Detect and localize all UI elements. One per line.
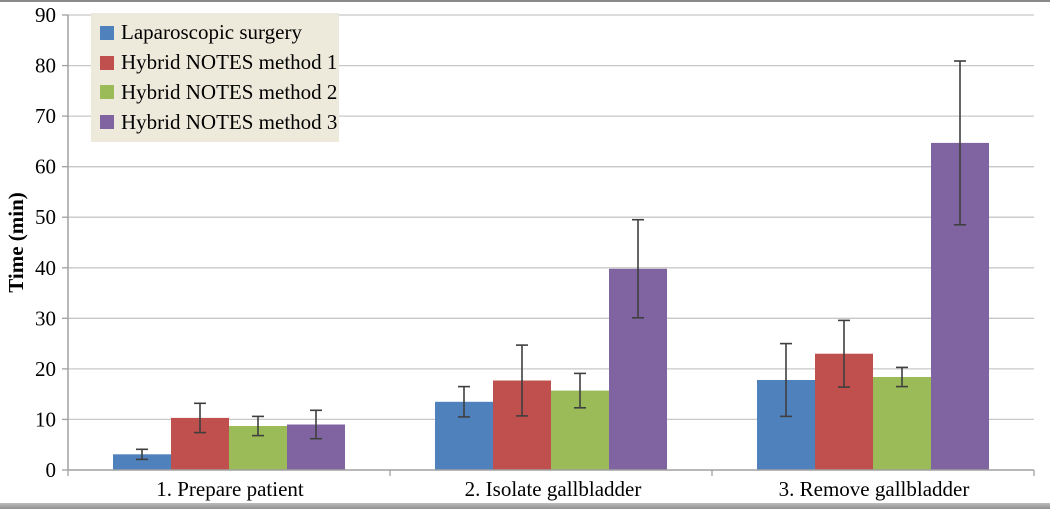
y-tick-label-60: 60 [35, 155, 56, 179]
error-bar-hybrid-notes-method-1-cat1 [194, 402, 206, 434]
legend-item-laparoscopic-surgery: Laparoscopic surgery [100, 22, 339, 43]
x-axis-label-remove-gallbladder: 3. Remove gallbladder [778, 477, 970, 501]
error-bar-hybrid-notes-method-2-cat2 [574, 372, 586, 409]
error-bar-hybrid-notes-method-3-cat2 [632, 218, 644, 319]
legend-swatch-hybrid-notes-method-3 [100, 115, 114, 130]
bar-hybrid-notes-method-2-cat3 [873, 377, 931, 470]
legend-swatch-hybrid-notes-method-1 [100, 55, 114, 70]
x-axis-label-prepare-patient: 1. Prepare patient [156, 477, 304, 501]
bar-laparoscopic-surgery-cat1 [113, 454, 171, 470]
figure-top-border [0, 0, 1050, 2]
legend-label-hybrid-notes-method-2: Hybrid NOTES method 2 [121, 79, 338, 104]
y-tick-label-80: 80 [35, 54, 56, 78]
y-tick-label-30: 30 [35, 306, 56, 330]
legend-item-hybrid-notes-method-1: Hybrid NOTES method 1 [100, 52, 339, 73]
error-bar-laparoscopic-surgery-cat2 [458, 385, 470, 418]
error-bar-hybrid-notes-method-1-cat2 [516, 344, 528, 417]
y-tick-label-40: 40 [35, 256, 56, 280]
error-bar-laparoscopic-surgery-cat1 [136, 448, 148, 461]
y-tick-label-90: 90 [35, 3, 56, 27]
y-tick-label-70: 70 [35, 104, 56, 128]
error-bar-laparoscopic-surgery-cat3 [780, 342, 792, 418]
legend-label-hybrid-notes-method-1: Hybrid NOTES method 1 [121, 50, 338, 75]
error-bar-hybrid-notes-method-2-cat3 [896, 366, 908, 388]
error-bar-hybrid-notes-method-3-cat1 [310, 409, 322, 440]
legend-item-hybrid-notes-method-3: Hybrid NOTES method 3 [100, 109, 339, 134]
x-axis-label-isolate-gallbladder: 2. Isolate gallbladder [464, 477, 642, 501]
y-tick-label-10: 10 [35, 407, 56, 431]
legend-label-laparoscopic-surgery: Laparoscopic surgery [121, 20, 302, 45]
legend: Laparoscopic surgery Hybrid NOTES method… [91, 13, 339, 142]
error-bar-hybrid-notes-method-1-cat3 [838, 319, 850, 388]
error-bar-hybrid-notes-method-3-cat3 [954, 60, 966, 226]
y-tick-label-0: 0 [46, 458, 57, 482]
y-tick-label-20: 20 [35, 357, 56, 381]
figure-bottom-border [0, 503, 1050, 509]
error-bar-hybrid-notes-method-2-cat1 [252, 415, 264, 437]
legend-label-hybrid-notes-method-3: Hybrid NOTES method 3 [121, 109, 338, 134]
y-tick-label-50: 50 [35, 205, 56, 229]
legend-item-hybrid-notes-method-2: Hybrid NOTES method 2 [100, 79, 339, 104]
legend-swatch-laparoscopic-surgery [100, 25, 114, 40]
legend-swatch-hybrid-notes-method-2 [100, 85, 114, 100]
